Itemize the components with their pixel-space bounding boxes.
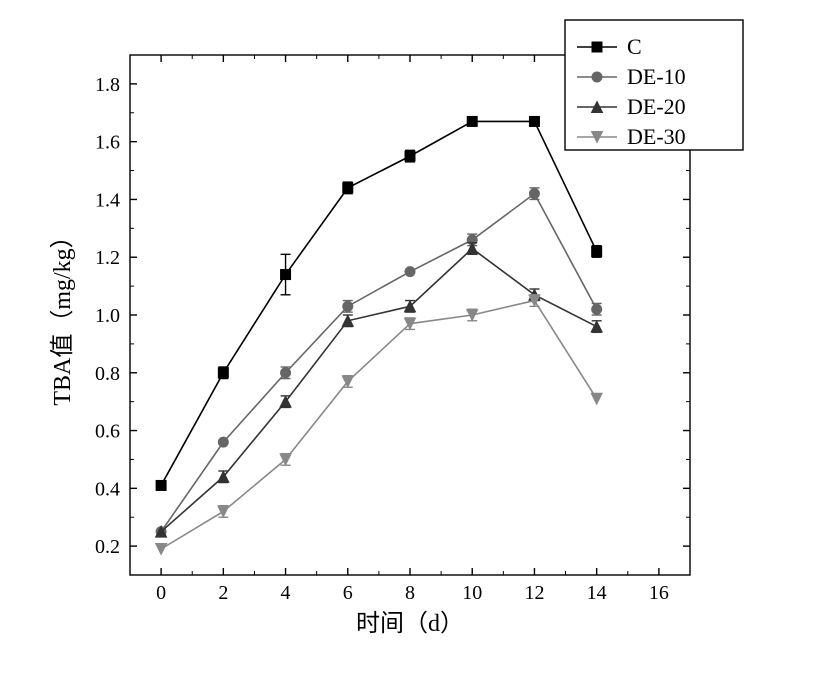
x-axis-title: 时间（d） [356, 610, 464, 637]
y-tick-label: 0.4 [95, 478, 120, 500]
y-tick-label: 0.6 [95, 421, 120, 443]
x-tick-label: 8 [405, 582, 415, 604]
x-tick-label: 14 [587, 582, 607, 604]
y-tick-label: 0.2 [95, 536, 120, 558]
y-tick-label: 1.6 [95, 132, 120, 154]
legend: C DE-10 DE-20 DE-30 [565, 20, 743, 150]
legend-label: DE-10 [627, 64, 686, 89]
legend-label: DE-30 [627, 124, 686, 149]
y-tick-label: 1.2 [95, 247, 120, 269]
x-tick-label: 2 [218, 582, 228, 604]
x-tick-label: 0 [156, 582, 166, 604]
y-tick-label: 0.8 [95, 363, 120, 385]
chart-svg: 0 2 4 6 8 10 12 14 16 0.2 0.4 0.6 0.8 1.0 1.2 1.4 1.6 1.8… [0, 0, 815, 699]
y-axis-title: TBA值（mg/kg） [49, 224, 76, 405]
tba-chart: 0 2 4 6 8 10 12 14 16 0.2 0.4 0.6 0.8 1.0 1.2 1.4 1.6 1.8… [0, 0, 815, 699]
y-tick-label: 1.8 [95, 74, 120, 96]
legend-label: DE-20 [627, 94, 686, 119]
x-tick-label: 10 [462, 582, 482, 604]
x-tick-label: 12 [524, 582, 544, 604]
y-tick-label: 1.0 [95, 305, 120, 327]
x-tick-label: 4 [281, 582, 291, 604]
x-tick-label: 6 [343, 582, 353, 604]
y-tick-label: 1.4 [95, 189, 120, 211]
legend-label: C [627, 34, 642, 59]
x-tick-label: 16 [649, 582, 669, 604]
